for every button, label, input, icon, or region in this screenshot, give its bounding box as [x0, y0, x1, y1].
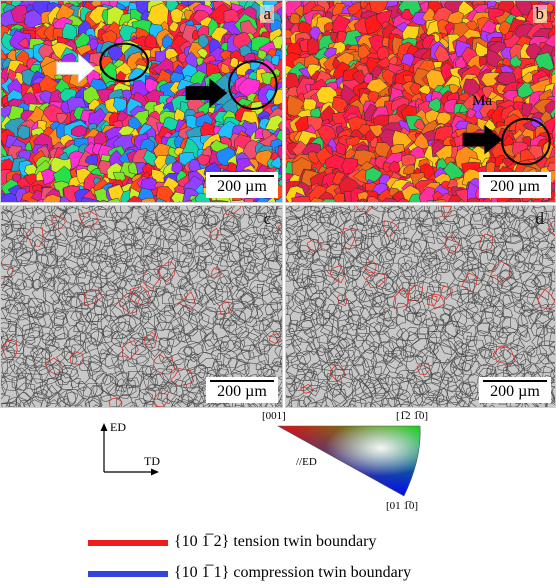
- scale-bar-label: 200 µm: [217, 178, 267, 195]
- scale-bar: 200 µm: [479, 172, 551, 198]
- scale-bar-label: 200 µm: [490, 383, 540, 400]
- grain-boundary-map-d: [286, 206, 555, 407]
- panel-label: a: [260, 5, 274, 23]
- scale-bar-label: 200 µm: [490, 178, 540, 195]
- axis-label-td: TD: [144, 454, 160, 468]
- legend-swatch-blue: [88, 571, 168, 577]
- ma-annotation: Ma: [472, 93, 492, 109]
- scale-bar: 200 µm: [479, 377, 551, 403]
- scale-bar-label: 200 µm: [217, 383, 267, 400]
- axes-arrows-icon: [100, 423, 159, 476]
- panel-label: d: [535, 209, 545, 228]
- ipf-label-0110: [01 1̅0]: [386, 500, 419, 512]
- boundary-map-c: c 200 µm: [0, 205, 283, 408]
- boundary-map-d: d 200 µm: [285, 205, 556, 408]
- ipf-triangle: [276, 425, 421, 497]
- axis-label-ed: ED: [110, 420, 126, 434]
- scale-bar: 200 µm: [206, 172, 278, 198]
- ebsd-map-b: Ma b 200 µm: [285, 0, 556, 203]
- legend-text-compression: {10 1̅ 1} compression twin boundary: [174, 564, 412, 581]
- ipf-label-001: [001]: [262, 410, 286, 422]
- ebsd-map-a: a 200 µm: [0, 0, 283, 203]
- legend-text-tension: {10 1̅ 2} tension twin boundary: [174, 533, 377, 550]
- grain-boundary-map-c: [1, 206, 282, 407]
- ipf-color-key: [001] [1̅2 1̅0] [01 1̅0] //ED: [262, 410, 452, 514]
- scale-bar: 200 µm: [206, 377, 278, 403]
- ipf-label-1210: [1̅2 1̅0]: [396, 410, 429, 422]
- legend-swatch-red: [88, 540, 168, 546]
- panel-label: b: [532, 5, 547, 23]
- ipf-axis-note: //ED: [296, 456, 317, 468]
- panel-label: c: [263, 209, 271, 228]
- sample-axes: ED TD: [96, 420, 186, 480]
